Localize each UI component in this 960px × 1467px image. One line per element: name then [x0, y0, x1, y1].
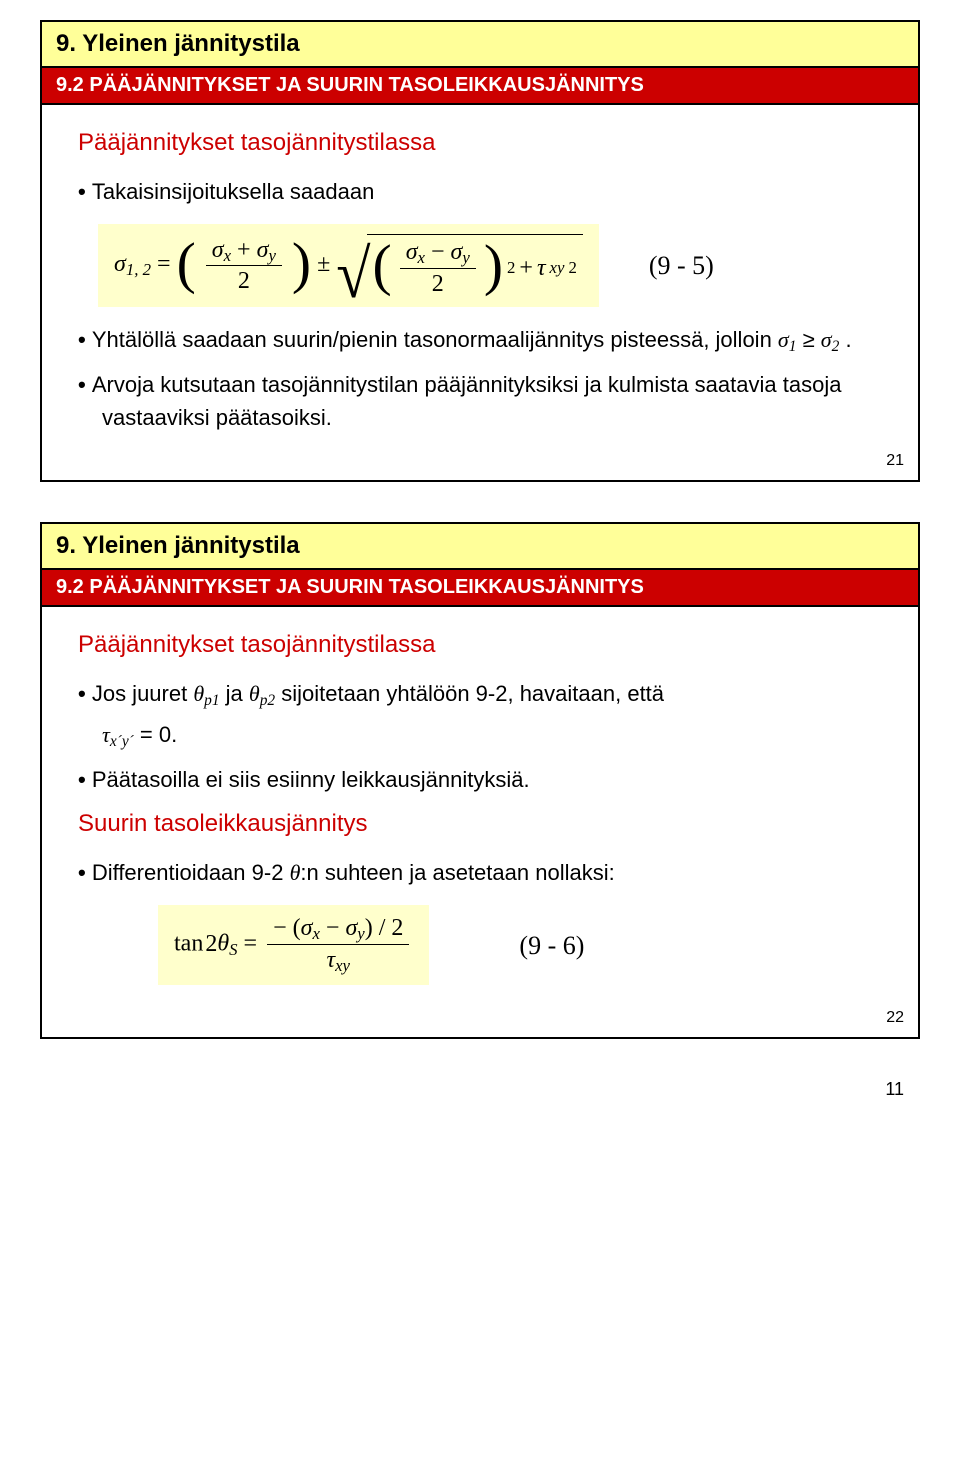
theta-s: θ	[217, 931, 229, 957]
bullet-text: Jos juuret	[92, 681, 194, 706]
pm-sign: ±	[317, 251, 336, 277]
theta-p1-sub: p1	[204, 692, 219, 709]
sub-x: x	[224, 246, 231, 265]
tau-sub: xy	[550, 255, 565, 280]
ge-sign: ≥	[796, 327, 820, 352]
eq-zero: = 0.	[134, 722, 177, 747]
ja: ja	[220, 681, 249, 706]
sub-x3: x	[312, 924, 319, 943]
slide-content: Pääjännitykset tasojännitystilassa Takai…	[42, 105, 918, 480]
section-heading: Pääjännitykset tasojännitystilassa	[78, 125, 882, 161]
tau-xy: τ	[102, 722, 110, 747]
squared: 2	[507, 255, 515, 280]
fraction-2: σx − σy 2	[400, 239, 476, 297]
paren-open: (	[177, 232, 196, 295]
formula-box-2: tan2θS = − (σx − σy) / 2 τxy	[158, 905, 429, 985]
sqrt: √ ( σx − σy 2 )2 + τ	[336, 234, 583, 297]
sigma-x2: σ	[406, 239, 418, 265]
sub-y2: y	[462, 248, 469, 267]
theta: θ	[290, 860, 301, 885]
den-2b: 2	[400, 268, 476, 297]
equation-number: (9 - 5)	[649, 246, 714, 285]
formula-box: σ1, 2 = ( σx + σy 2 ) ± √ (	[98, 224, 599, 307]
sigma-y3: σ	[345, 915, 357, 941]
bullet-text: Yhtälöllä saadaan suurin/pienin tasonorm…	[92, 327, 778, 352]
sub-y: y	[268, 246, 275, 265]
formula-lhs-sub: 1, 2	[126, 260, 151, 279]
slide-22: 9. Yleinen jännitystila 9.2 PÄÄJÄNNITYKS…	[40, 522, 920, 1039]
theta-p2-sub: p2	[260, 692, 275, 709]
minus-3: −	[320, 915, 346, 941]
slide-content: Pääjännitykset tasojännitystilassa Jos j…	[42, 607, 918, 1037]
section-heading: Pääjännitykset tasojännitystilassa	[78, 627, 882, 663]
tau-line: τx´y´ = 0.	[102, 718, 882, 753]
bullet-item: Arvoja kutsutaan tasojännitystilan pääjä…	[78, 368, 882, 434]
slide-subtitle: 9.2 PÄÄJÄNNITYKSET JA SUURIN TASOLEIKKAU…	[42, 570, 918, 607]
neg-open: − (	[273, 915, 301, 941]
bullet-text: Takaisinsijoituksella saadaan	[92, 179, 375, 204]
bullet-text-b: sijoitetaan yhtälöön 9-2, havaitaan, ett…	[275, 681, 664, 706]
sigma2: σ	[821, 327, 832, 352]
fraction-3: − (σx − σy) / 2 τxy	[267, 915, 409, 975]
equals-2: =	[238, 931, 264, 957]
theta-p1: θ	[193, 681, 204, 706]
tau: τ	[537, 250, 546, 286]
slide-number: 22	[886, 1009, 904, 1027]
formula-row: σ1, 2 = ( σx + σy 2 ) ± √ (	[98, 224, 882, 307]
sigma-y: σ	[257, 237, 269, 263]
sigma-x: σ	[212, 237, 224, 263]
fraction-1: σx + σy 2	[206, 237, 282, 295]
sub-y3: y	[357, 924, 364, 943]
plus-2: +	[519, 250, 533, 286]
formula-row-2: tan2θS = − (σx − σy) / 2 τxy (9 - 6)	[158, 905, 882, 985]
theta-p2: θ	[249, 681, 260, 706]
tau-xy-sub: x´y´	[110, 733, 134, 750]
equation-number-2: (9 - 6)	[519, 926, 584, 965]
bullet-item: Yhtälöllä saadaan suurin/pienin tasonorm…	[78, 323, 882, 358]
bullet-text-b2: :n suhteen ja asetetaan nollaksi:	[300, 860, 614, 885]
tau-sq: 2	[568, 255, 576, 280]
bullet-text: Differentioidaan 9-2	[92, 860, 290, 885]
theta-s-sub: S	[229, 940, 237, 959]
equals-sign: =	[151, 251, 177, 277]
den-2: 2	[206, 265, 282, 294]
bullet-text: Päätasoilla ei siis esiinny leikkausjänn…	[92, 767, 530, 792]
section-heading-2: Suurin tasoleikkausjännitys	[78, 806, 882, 842]
sigma1: σ	[778, 327, 789, 352]
slide-number: 21	[886, 452, 904, 470]
bullet-item: Differentioidaan 9-2 θ:n suhteen ja aset…	[78, 856, 882, 889]
close-div2: ) / 2	[365, 915, 404, 941]
slide-title: 9. Yleinen jännitystila	[42, 22, 918, 68]
radical-sign: √	[336, 251, 370, 299]
minus: −	[425, 239, 451, 265]
two: 2	[205, 931, 217, 957]
tan: tan	[174, 931, 203, 957]
bullet-item: Päätasoilla ei siis esiinny leikkausjänn…	[78, 763, 882, 796]
tau-den: τ	[326, 947, 335, 973]
slide-21: 9. Yleinen jännitystila 9.2 PÄÄJÄNNITYKS…	[40, 20, 920, 482]
formula-lhs: σ	[114, 251, 126, 277]
page-number: 11	[40, 1079, 920, 1100]
bullet-item: Takaisinsijoituksella saadaan	[78, 175, 882, 208]
tau-den-sub: xy	[335, 956, 350, 975]
bullet-item: Jos juuret θp1 ja θp2 sijoitetaan yhtälö…	[78, 677, 882, 753]
sigma-y2: σ	[451, 239, 463, 265]
slide-subtitle: 9.2 PÄÄJÄNNITYKSET JA SUURIN TASOLEIKKAU…	[42, 68, 918, 105]
bullet-text: Arvoja kutsutaan tasojännitystilan pääjä…	[92, 372, 842, 430]
period: .	[839, 327, 851, 352]
sigma-x3: σ	[301, 915, 313, 941]
paren-close: )	[292, 232, 311, 295]
slide-title: 9. Yleinen jännitystila	[42, 524, 918, 570]
sub-x2: x	[418, 248, 425, 267]
plus: +	[231, 237, 257, 263]
